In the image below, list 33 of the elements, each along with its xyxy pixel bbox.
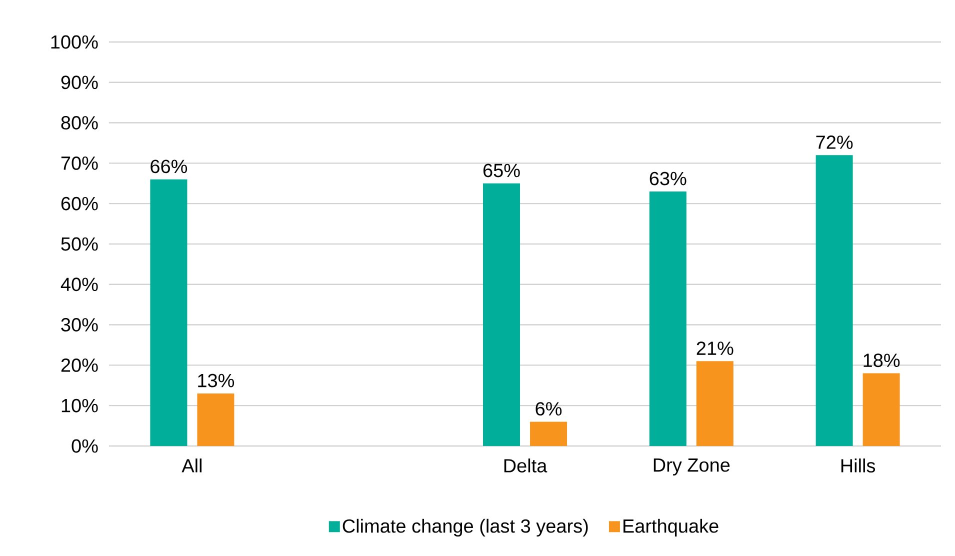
y-tick-label: 70% (61, 156, 98, 170)
bar (483, 183, 520, 446)
x-tick-label: All (182, 458, 202, 472)
y-tick-label: 30% (61, 318, 98, 332)
y-tick-label: 20% (61, 358, 98, 372)
bar (649, 191, 686, 446)
data-label: 21% (696, 342, 734, 355)
data-label: 13% (198, 374, 234, 388)
x-tick-label: Dry Zone (654, 458, 730, 476)
y-tick-label: 40% (60, 278, 98, 292)
data-label: 72% (816, 136, 853, 149)
x-tick-label: Delta (504, 458, 548, 472)
bar (696, 361, 734, 446)
data-label: 18% (864, 354, 900, 368)
bar (862, 373, 900, 446)
legend-label: Earthquake (624, 518, 718, 537)
x-tick-label: Hills (841, 458, 876, 472)
data-label: 65% (483, 164, 520, 178)
bar (197, 393, 234, 446)
data-label: 66% (150, 160, 188, 174)
y-tick-label: 10% (62, 398, 98, 412)
data-label: 6% (536, 402, 562, 416)
y-tick-label: 60% (61, 196, 98, 210)
y-tick-label: 90% (61, 76, 98, 90)
y-tick-label: 0% (72, 439, 98, 453)
data-label: 63% (650, 172, 686, 186)
legend-label: Climate change (last 3 years) (342, 518, 588, 537)
y-tick-label: 100% (51, 35, 98, 49)
y-tick-label: 50% (61, 237, 98, 251)
bar (150, 179, 188, 446)
bar (816, 155, 853, 446)
bar (530, 422, 568, 446)
y-tick-label: 80% (61, 116, 98, 130)
